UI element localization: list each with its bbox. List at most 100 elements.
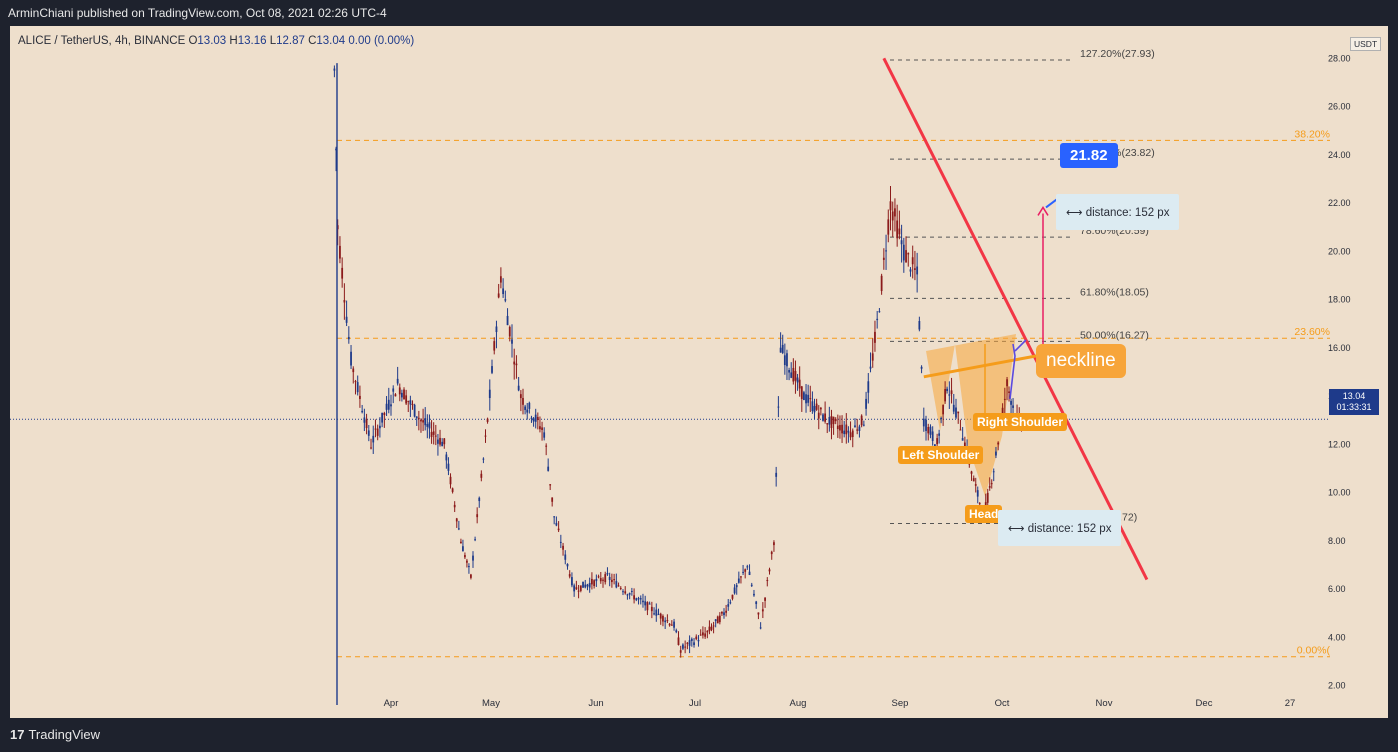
candle-body	[504, 299, 507, 301]
tradingview-logo[interactable]: 17 TradingView	[10, 727, 101, 742]
candle-body	[511, 339, 513, 344]
candle-body	[352, 368, 355, 373]
candle-body	[976, 490, 979, 497]
price-axis-tick: 22.00	[1328, 198, 1351, 208]
candle-body	[470, 574, 472, 578]
candle-body	[415, 416, 418, 419]
candle-body	[748, 571, 751, 575]
candle-body	[443, 438, 446, 445]
candle-body	[417, 417, 420, 419]
candle-body	[478, 497, 481, 502]
candle-body	[639, 598, 642, 600]
candle-body	[488, 389, 491, 398]
price-chart[interactable]: 2.004.006.008.0010.0012.0014.0016.0018.0…	[10, 26, 1388, 718]
candle-body	[534, 414, 537, 422]
candle-body	[927, 427, 930, 434]
open-value: 13.03	[197, 35, 227, 47]
candle-body	[845, 424, 848, 435]
candle-body	[673, 621, 675, 628]
candle-body	[830, 415, 833, 428]
candle-body	[517, 385, 520, 391]
candle-body	[668, 623, 671, 626]
candle-body	[843, 430, 846, 435]
candle-body	[383, 412, 386, 416]
candle-body	[398, 387, 401, 395]
candle-body	[938, 433, 941, 436]
candle-body	[541, 427, 543, 430]
distance-measure-bottom[interactable]: ⟷ distance: 152 px	[998, 510, 1122, 546]
time-axis-tick: Aug	[790, 698, 807, 709]
candle-body	[460, 541, 462, 544]
price-axis-tick: 20.00	[1328, 246, 1351, 256]
candle-body	[907, 253, 910, 255]
chart-area[interactable]: 2.004.006.008.0010.0012.0014.0016.0018.0…	[10, 26, 1388, 718]
candle-body	[807, 394, 810, 403]
candle-body	[817, 412, 820, 419]
candle-body	[677, 637, 680, 645]
candle-body	[819, 407, 822, 410]
candle-body	[856, 429, 859, 431]
candle-body	[1003, 398, 1006, 400]
candle-body	[333, 68, 336, 71]
candle-body	[896, 220, 899, 239]
candle-body	[952, 404, 955, 412]
candle-body	[480, 473, 483, 478]
candle-body	[729, 602, 732, 604]
candle-body	[773, 542, 775, 546]
candle-body	[497, 293, 500, 298]
candle-body	[880, 275, 883, 292]
candle-body	[579, 585, 582, 591]
candle-body	[986, 492, 989, 503]
candle-body	[815, 403, 818, 410]
candle-body	[400, 392, 403, 398]
candle-body	[974, 484, 977, 486]
candle-body	[577, 590, 580, 592]
candle-body	[595, 578, 598, 582]
candle-body	[584, 584, 587, 588]
candle-body	[508, 326, 511, 337]
candle-body	[608, 576, 611, 581]
candle-body	[374, 428, 377, 430]
candle-body	[768, 569, 771, 572]
candle-body	[822, 414, 824, 421]
candle-body	[836, 425, 839, 430]
candle-body	[648, 603, 651, 605]
candle-body	[528, 402, 531, 409]
price-axis-tick: 12.00	[1328, 439, 1351, 449]
distance-measure-top[interactable]: ⟷ distance: 152 px	[1056, 194, 1180, 230]
candle-body	[566, 563, 569, 567]
time-axis-tick: Dec	[1196, 698, 1213, 709]
candle-body	[361, 410, 364, 413]
right-shoulder-label[interactable]: Right Shoulder	[973, 413, 1067, 431]
candle-body	[704, 633, 707, 637]
candle-body	[476, 514, 479, 518]
target-price-label[interactable]: 21.82	[1060, 143, 1118, 168]
candle-body	[961, 438, 964, 441]
candle-body	[824, 413, 827, 422]
candle-body	[753, 593, 755, 596]
candle-body	[564, 554, 567, 560]
candle-body	[356, 382, 359, 393]
neckline-label[interactable]: neckline	[1036, 344, 1126, 378]
candle-body	[602, 579, 604, 581]
breakout-path-head	[1014, 339, 1027, 352]
candle-body	[854, 425, 856, 427]
close-value: 13.04	[316, 35, 346, 47]
time-axis-tick: May	[482, 698, 500, 709]
candle-body	[591, 578, 593, 585]
candle-body	[336, 225, 339, 230]
candle-body	[710, 626, 713, 630]
candle-body	[350, 351, 352, 366]
candle-body	[502, 288, 505, 295]
candle-body	[617, 585, 620, 587]
currency-badge[interactable]: USDT	[1350, 37, 1382, 51]
left-shoulder-label[interactable]: Left Shoulder	[898, 446, 984, 464]
candle-body	[445, 454, 448, 461]
candle-body	[553, 516, 556, 518]
candle-body	[462, 546, 464, 552]
candle-body	[610, 579, 613, 583]
head-label[interactable]: Head	[965, 505, 1003, 523]
candle-body	[604, 574, 607, 583]
candle-body	[613, 579, 616, 581]
last-price-tag: 13.04 01:33:31	[1329, 389, 1379, 415]
